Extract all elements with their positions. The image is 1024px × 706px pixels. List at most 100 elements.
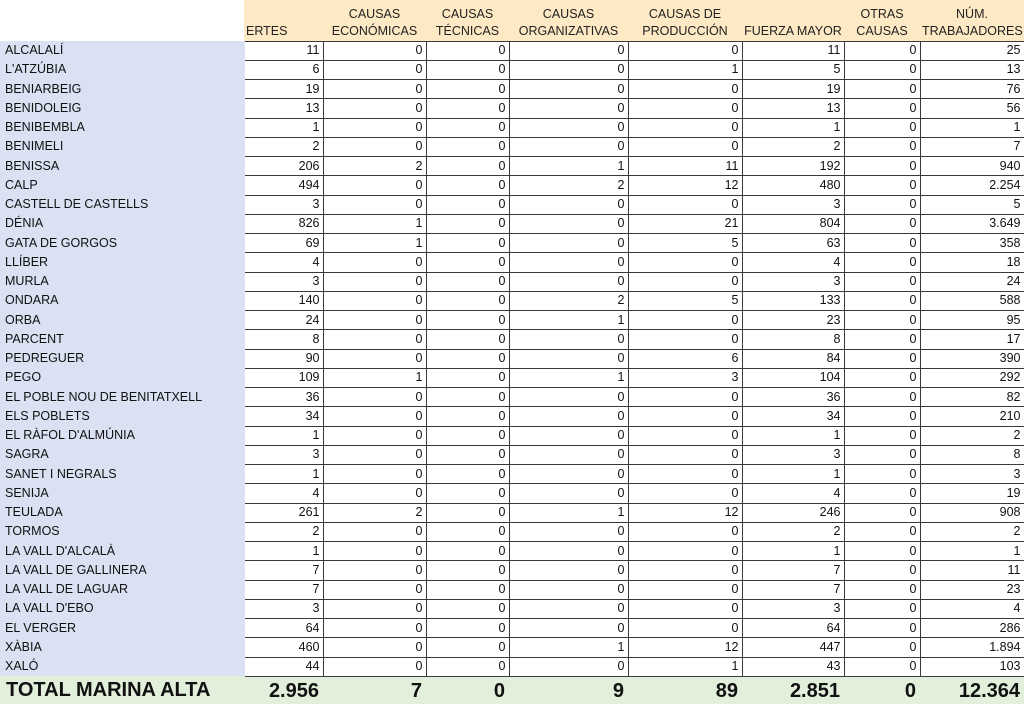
causas-economicas-cell: 0 xyxy=(322,117,427,138)
municipality-name: ORBA xyxy=(0,310,245,330)
causas-produccion-cell: 0 xyxy=(627,406,743,427)
ertes-cell: 494 xyxy=(243,175,324,196)
causas-produccion-cell: 12 xyxy=(627,175,743,196)
ertes-cell: 206 xyxy=(243,155,324,177)
causas-organizativas-cell: 0 xyxy=(508,232,629,254)
causas-tecnicas-cell: 0 xyxy=(425,502,510,523)
otras-causas-cell: 0 xyxy=(843,98,921,119)
otras-causas-cell: 0 xyxy=(843,78,921,100)
causas-organizativas-cell: 0 xyxy=(508,194,629,215)
table-row: CASTELL DE CASTELLS 3 0 0 0 0 3 0 5 xyxy=(0,194,1024,215)
causas-tecnicas-cell: 0 xyxy=(425,386,510,408)
header-otras-causas: OTRAS CAUSAS xyxy=(844,0,920,41)
causas-tecnicas-cell: 0 xyxy=(425,232,510,254)
table-row: DÉNIA 826 1 0 0 21 804 0 3.649 xyxy=(0,213,1024,235)
causas-economicas-cell: 0 xyxy=(322,386,427,408)
causas-tecnicas-cell: 0 xyxy=(425,117,510,138)
municipality-name: LA VALL DE LAGUAR xyxy=(0,580,245,600)
table-row: SANET I NEGRALS 1 0 0 0 0 1 0 3 xyxy=(0,463,1024,485)
table-row: L'ATZÚBIA 6 0 0 0 1 5 0 13 xyxy=(0,59,1024,81)
fuerza-mayor-cell: 246 xyxy=(741,502,845,523)
municipality-name: BENIARBEIG xyxy=(0,79,245,99)
causas-economicas-cell: 0 xyxy=(322,406,427,427)
causas-organizativas-cell: 0 xyxy=(508,444,629,466)
num-trabajadores-cell: 390 xyxy=(919,348,1024,369)
causas-organizativas-cell: 0 xyxy=(508,40,629,61)
causas-economicas-cell: 0 xyxy=(322,425,427,446)
table-row: LA VALL D'ALCALÀ 1 0 0 0 0 1 0 1 xyxy=(0,540,1024,562)
fuerza-mayor-cell: 8 xyxy=(741,329,845,350)
num-trabajadores-cell: 5 xyxy=(919,194,1024,215)
causas-produccion-cell: 11 xyxy=(627,155,743,177)
num-trabajadores-cell: 11 xyxy=(919,560,1024,581)
ertes-cell: 19 xyxy=(243,78,324,100)
fuerza-mayor-cell: 804 xyxy=(741,213,845,235)
table-row: PEDREGUER 90 0 0 0 6 84 0 390 xyxy=(0,348,1024,369)
num-trabajadores-cell: 8 xyxy=(919,444,1024,466)
causas-economicas-cell: 0 xyxy=(322,78,427,100)
otras-causas-cell: 0 xyxy=(843,213,921,235)
table-row: BENIBEMBLA 1 0 0 0 0 1 0 1 xyxy=(0,117,1024,138)
causas-economicas-cell: 0 xyxy=(322,598,427,620)
causas-tecnicas-cell: 0 xyxy=(425,617,510,639)
causas-tecnicas-cell: 0 xyxy=(425,309,510,331)
otras-causas-cell: 0 xyxy=(843,425,921,446)
table-row: XÀBIA 460 0 0 1 12 447 0 1.894 xyxy=(0,637,1024,658)
total-num-trabajadores: 12.364 xyxy=(920,676,1024,705)
ertes-cell: 261 xyxy=(243,502,324,523)
otras-causas-cell: 0 xyxy=(843,502,921,523)
otras-causas-cell: 0 xyxy=(843,194,921,215)
causas-organizativas-cell: 2 xyxy=(508,290,629,312)
causas-economicas-cell: 1 xyxy=(322,367,427,389)
num-trabajadores-cell: 19 xyxy=(919,483,1024,504)
municipality-name: BENIBEMBLA xyxy=(0,118,245,138)
table-row: BENISSA 206 2 0 1 11 192 0 940 xyxy=(0,155,1024,177)
num-trabajadores-cell: 103 xyxy=(919,656,1024,677)
causas-produccion-cell: 0 xyxy=(627,309,743,331)
municipality-name: LA VALL DE GALLINERA xyxy=(0,560,245,580)
fuerza-mayor-cell: 1 xyxy=(741,425,845,446)
causas-tecnicas-cell: 0 xyxy=(425,78,510,100)
causas-organizativas-cell: 0 xyxy=(508,406,629,427)
fuerza-mayor-cell: 34 xyxy=(741,406,845,427)
causas-organizativas-cell: 0 xyxy=(508,78,629,100)
num-trabajadores-cell: 1 xyxy=(919,540,1024,562)
otras-causas-cell: 0 xyxy=(843,386,921,408)
fuerza-mayor-cell: 23 xyxy=(741,309,845,331)
num-trabajadores-cell: 24 xyxy=(919,271,1024,292)
table-row: PEGO 109 1 0 1 3 104 0 292 xyxy=(0,367,1024,389)
fuerza-mayor-cell: 63 xyxy=(741,232,845,254)
municipality-name: PEDREGUER xyxy=(0,349,245,369)
causas-produccion-cell: 0 xyxy=(627,598,743,620)
causas-produccion-cell: 0 xyxy=(627,136,743,158)
otras-causas-cell: 0 xyxy=(843,406,921,427)
causas-organizativas-cell: 0 xyxy=(508,521,629,543)
causas-economicas-cell: 0 xyxy=(322,40,427,61)
fuerza-mayor-cell: 480 xyxy=(741,175,845,196)
causas-produccion-cell: 0 xyxy=(627,194,743,215)
table-row: MURLA 3 0 0 0 0 3 0 24 xyxy=(0,271,1024,292)
causas-economicas-cell: 0 xyxy=(322,617,427,639)
ertes-cell: 2 xyxy=(243,136,324,158)
total-causas-economicas: 7 xyxy=(323,676,426,705)
otras-causas-cell: 0 xyxy=(843,483,921,504)
causas-organizativas-cell: 0 xyxy=(508,117,629,138)
causas-produccion-cell: 12 xyxy=(627,502,743,523)
causas-tecnicas-cell: 0 xyxy=(425,290,510,312)
causas-produccion-cell: 3 xyxy=(627,367,743,389)
otras-causas-cell: 0 xyxy=(843,252,921,273)
ertes-cell: 2 xyxy=(243,521,324,543)
ertes-cell: 140 xyxy=(243,290,324,312)
ertes-cell: 4 xyxy=(243,483,324,504)
causas-tecnicas-cell: 0 xyxy=(425,540,510,562)
causas-tecnicas-cell: 0 xyxy=(425,560,510,581)
causas-produccion-cell: 0 xyxy=(627,78,743,100)
header-causas-organizativas: CAUSAS ORGANIZATIVAS xyxy=(509,0,628,41)
causas-tecnicas-cell: 0 xyxy=(425,637,510,658)
municipality-name: MURLA xyxy=(0,272,245,292)
causas-produccion-cell: 0 xyxy=(627,425,743,446)
otras-causas-cell: 0 xyxy=(843,59,921,81)
fuerza-mayor-cell: 5 xyxy=(741,59,845,81)
causas-produccion-cell: 0 xyxy=(627,117,743,138)
num-trabajadores-cell: 23 xyxy=(919,579,1024,600)
